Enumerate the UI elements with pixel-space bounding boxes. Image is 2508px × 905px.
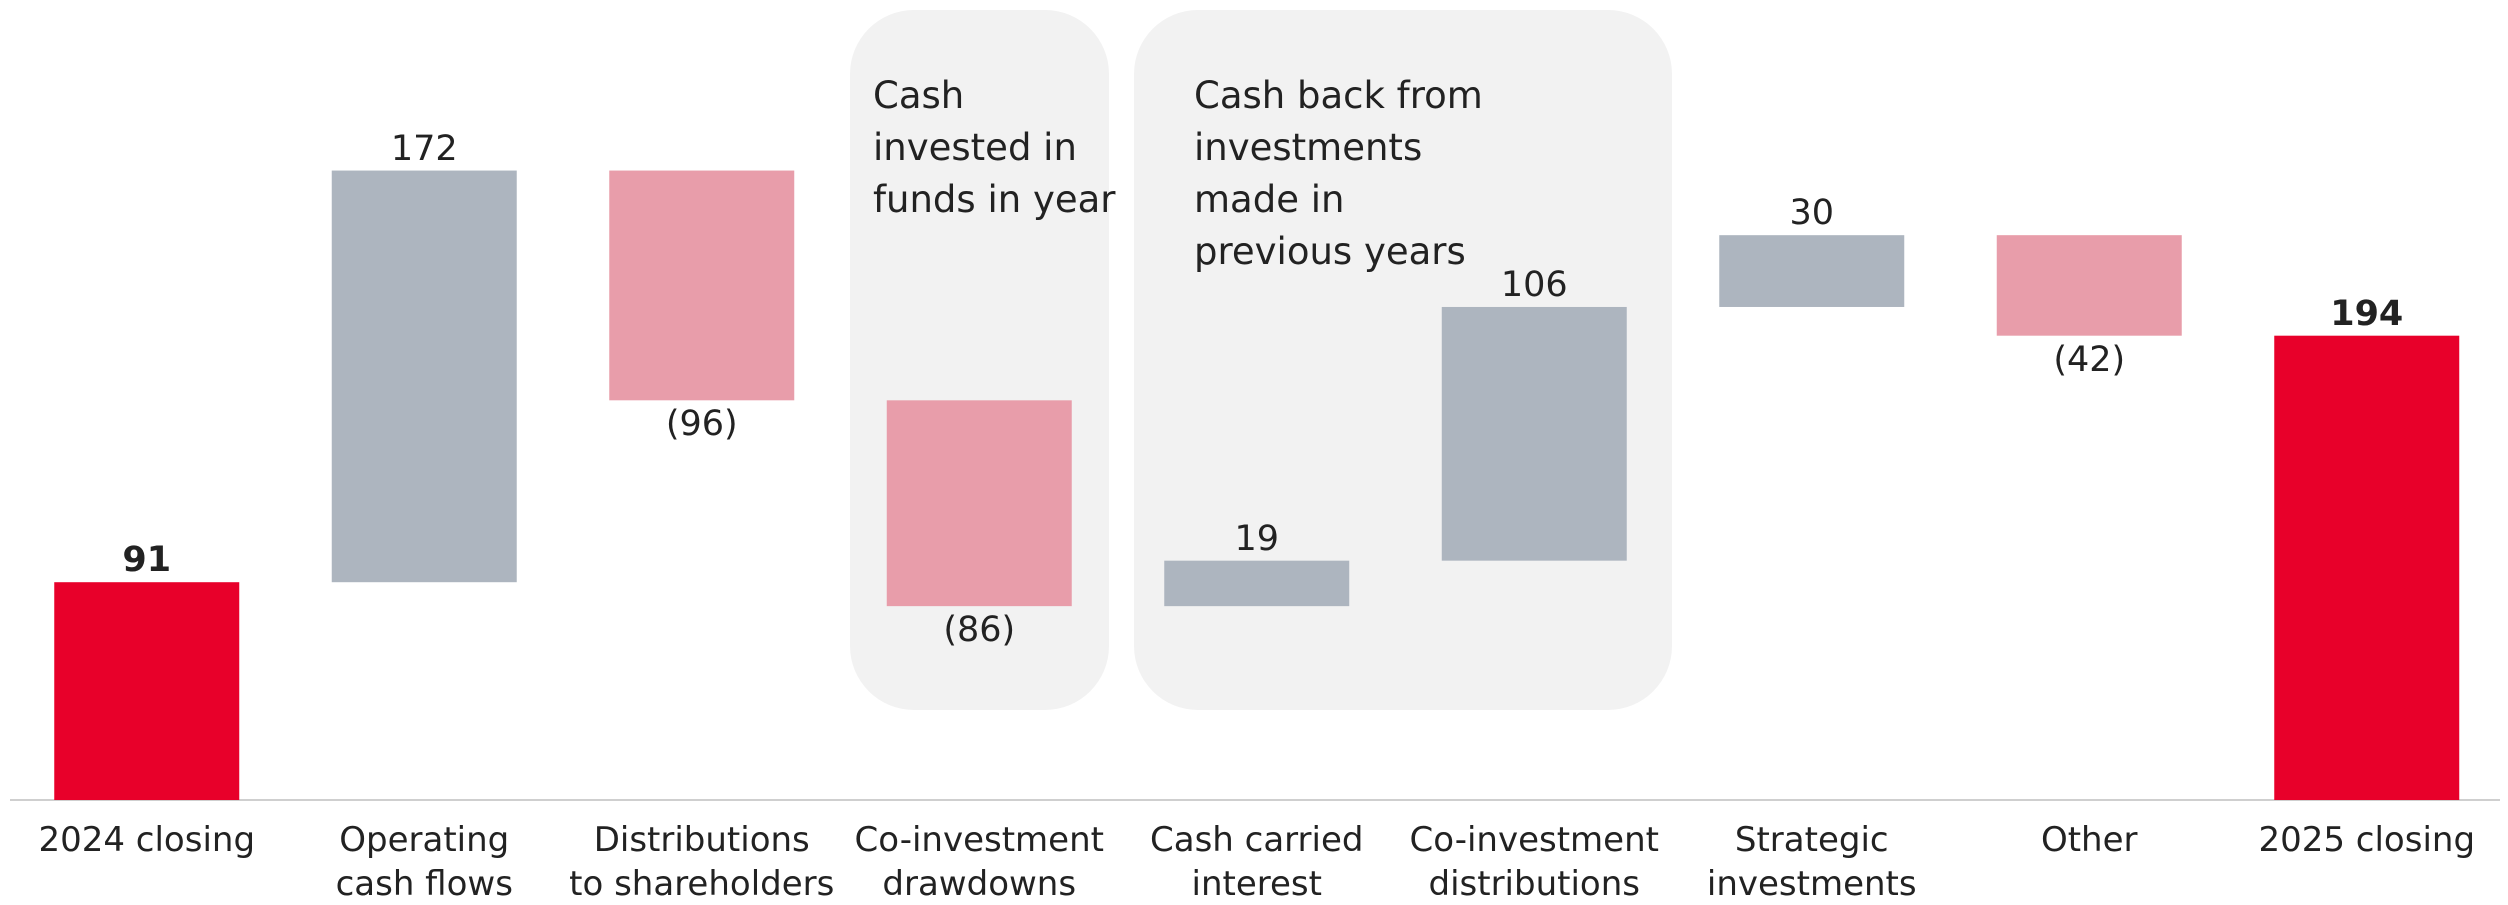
x-tick-label: Cash carried interest (1150, 820, 1364, 904)
value-label: 91 (122, 540, 172, 581)
value-label: 106 (1500, 264, 1568, 305)
x-tick-label: Strategic investments (1706, 820, 1917, 904)
value-label: 194 (2330, 293, 2404, 334)
bar (886, 400, 1072, 607)
bar (1164, 560, 1350, 607)
bar (54, 582, 240, 800)
bar (1719, 235, 1905, 307)
value-label: 19 (1234, 518, 1280, 559)
x-tick-label: Co-investment drawdowns (854, 820, 1104, 904)
x-tick-label: 2025 closing (2258, 820, 2476, 860)
x-tick-label: Co-investment distributions (1409, 820, 1659, 904)
value-label: 30 (1789, 193, 1835, 234)
value-label: (96) (665, 404, 738, 445)
annotation: Cash invested in funds in year (873, 74, 1116, 221)
x-tick-label: Distributions to shareholders (569, 820, 835, 904)
bar (2274, 335, 2460, 800)
bar (609, 170, 795, 401)
x-tick-label: Operating cash flows (335, 820, 513, 904)
bar (331, 170, 517, 583)
bar (1996, 235, 2182, 336)
value-label: 172 (390, 128, 458, 169)
value-label: (42) (2053, 339, 2126, 380)
x-tick-label: 2024 closing (38, 820, 256, 860)
bar (1441, 306, 1627, 561)
value-label: (86) (943, 610, 1016, 651)
x-tick-label: Other (2040, 820, 2138, 860)
annotation: Cash back from investments made in previ… (1194, 74, 1483, 273)
